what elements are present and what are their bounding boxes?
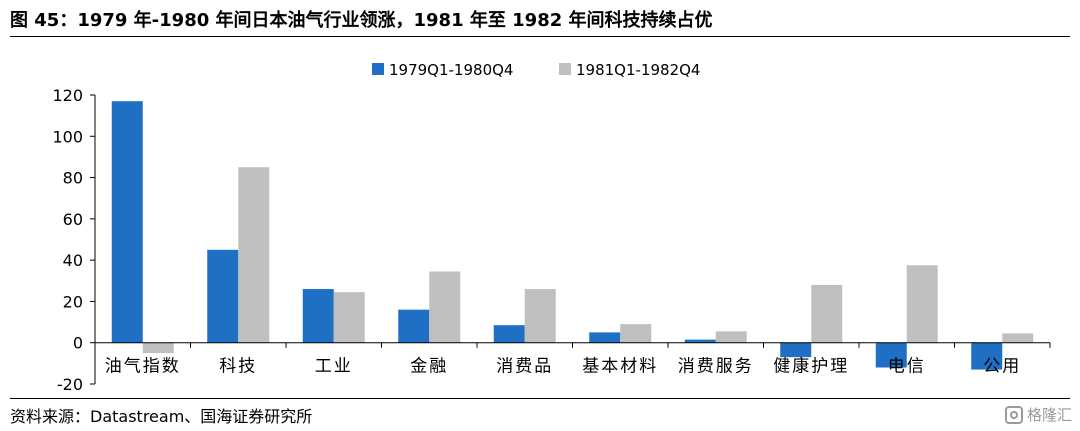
watermark-logo-icon [1004,405,1023,424]
bar [524,289,556,343]
bar-series [111,101,1034,370]
bar [715,331,747,343]
chart-title: 图 45：1979 年-1980 年间日本油气行业领涨，1981 年至 1982… [10,10,713,31]
y-tick-label: 120 [52,86,83,105]
bar [906,265,938,343]
x-tick-label: 公用 [983,357,1021,377]
bar [780,342,812,358]
y-tick-label: -20 [57,375,83,394]
y-tick-label: 0 [73,334,83,353]
bar [238,167,270,343]
y-tick-label: 80 [63,169,83,188]
legend-label: 1981Q1-1982Q4 [576,61,700,79]
bar [811,284,843,343]
bar [398,309,430,343]
y-tick-label: 100 [52,127,83,146]
title-divider [10,36,1070,37]
bar [207,249,239,343]
legend-swatch [559,63,571,75]
y-tick-label: 20 [63,292,83,311]
watermark: 格隆汇 [1004,404,1072,425]
bar [142,342,174,354]
bar [429,271,461,343]
series-1 [111,101,1003,370]
x-tick-label: 基本材料 [582,357,658,377]
x-tick-label: 电信 [888,357,926,377]
bar [684,339,716,343]
footer-divider [10,398,1070,399]
x-tick-label: 油气指数 [105,357,181,377]
bar [589,332,621,343]
x-tick-label: 消费品 [496,357,553,377]
bar [620,324,652,343]
x-axis: 油气指数 科技 工业 金融 消费品 基本材料 消费服务 健康护理 电信 公用 [94,342,1051,377]
watermark-text: 格隆汇 [1026,406,1072,424]
bar [302,289,334,343]
x-tick-label: 科技 [219,357,257,377]
series-2 [142,167,1034,354]
x-tick-label: 工业 [315,357,353,377]
legend-swatch [372,63,384,75]
x-tick-label: 金融 [410,357,448,377]
chart-legend: 1979Q1-1980Q4 1981Q1-1982Q4 [372,61,700,79]
bar [875,342,907,368]
bar [1002,333,1034,343]
bar [111,101,143,343]
bar [333,292,365,343]
bar [971,342,1003,370]
y-tick-label: 60 [63,210,83,229]
x-tick-label: 消费服务 [678,357,754,377]
x-tick-label: 健康护理 [773,357,849,377]
bar [493,325,525,343]
y-axis: -20 0 20 40 60 80 100 120 [52,86,96,394]
source-note: 资料来源：Datastream、国海证券研究所 [10,407,313,426]
legend-label: 1979Q1-1980Q4 [389,61,513,79]
y-tick-label: 40 [63,251,83,270]
